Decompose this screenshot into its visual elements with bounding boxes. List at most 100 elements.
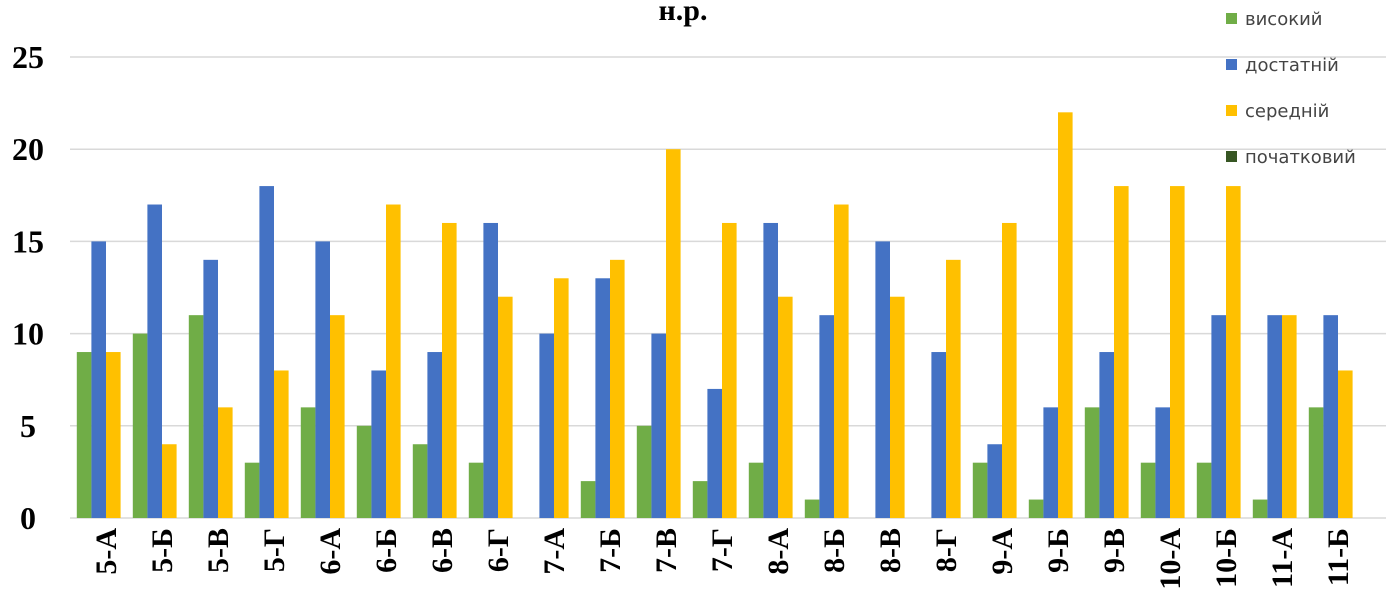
bar-достатній-8-В [875, 241, 890, 518]
bar-середній-8-Г [946, 259, 961, 518]
x-tick-label: 11-Б [1322, 528, 1355, 586]
bar-достатній-10-А [1155, 407, 1170, 518]
x-axis-ticks: 5-А 5-Б 5-В 5-Г 6-А 6-Б 6-В 6-Г 7-А 7-Б 7-В 7-Г 8-А 8… [90, 528, 1355, 590]
x-tick-label: 5-Г [258, 528, 291, 572]
bar-високий-7-Б [580, 481, 596, 518]
legend-swatch [1226, 105, 1237, 116]
bar-високий-6-А [300, 407, 316, 518]
x-tick-label: 8-А [762, 528, 795, 575]
x-tick-label: 10-А [1154, 528, 1187, 590]
bar-високий-8-Б [804, 499, 820, 518]
x-tick-label: 6-Б [370, 528, 403, 573]
bar-високий-6-В [412, 444, 428, 518]
legend-label: високий [1245, 9, 1322, 30]
bar-середній-7-В [666, 149, 681, 518]
bar-високий-9-А [972, 462, 988, 518]
chart-title: н.р. [659, 0, 708, 27]
bar-високий-5-Г [244, 462, 260, 518]
x-tick-label: 7-А [538, 528, 571, 575]
legend-label: середній [1245, 101, 1329, 122]
bar-середній-7-А [554, 278, 569, 518]
bar-середній-8-Б [834, 204, 849, 518]
bar-високий-7-В [636, 425, 652, 518]
bar-достатній-9-Б [1043, 407, 1058, 518]
y-tick-label: 5 [20, 408, 36, 444]
bar-середній-5-Г [274, 370, 289, 518]
x-tick-label: 8-Г [930, 528, 963, 572]
bar-середній-7-Б [610, 259, 625, 518]
bar-достатній-5-Г [259, 186, 274, 518]
bar-високий-11-А [1252, 499, 1268, 518]
bar-середній-9-А [1002, 222, 1017, 518]
bar-середній-8-А [778, 296, 793, 518]
bar-високий-8-А [748, 462, 764, 518]
bar-середній-11-Б [1338, 370, 1353, 518]
bar-середній-8-В [890, 296, 905, 518]
bar-достатній-7-Г [707, 388, 722, 518]
bar-достатній-8-А [763, 222, 778, 518]
legend-swatch [1226, 151, 1237, 162]
y-tick-label: 15 [12, 223, 44, 259]
x-tick-label: 8-Б [818, 528, 851, 573]
x-tick-label: 11-А [1266, 528, 1299, 588]
bar-середній-7-Г [722, 222, 737, 518]
y-tick-label: 10 [12, 316, 44, 352]
x-tick-label: 5-В [202, 528, 235, 573]
x-tick-label: 6-В [426, 528, 459, 573]
bar-високий-9-В [1084, 407, 1100, 518]
bar-середній-5-А [106, 352, 121, 518]
bar-високий-11-Б [1308, 407, 1324, 518]
legend: високий достатній середній початковий [1226, 9, 1356, 168]
bar-середній-10-А [1170, 186, 1185, 518]
bar-достатній-9-А [987, 444, 1002, 518]
bar-достатній-7-Б [595, 278, 610, 518]
bar-достатній-8-Г [931, 352, 946, 518]
bar-достатній-11-Б [1323, 315, 1338, 518]
bar-достатній-7-А [539, 333, 554, 518]
y-tick-label: 20 [12, 131, 44, 167]
bar-середній-6-Б [386, 204, 401, 518]
bar-високий-6-Г [468, 462, 484, 518]
bar-достатній-8-Б [819, 315, 834, 518]
x-tick-label: 5-А [90, 528, 123, 575]
bar-достатній-6-А [315, 241, 330, 518]
x-tick-label: 5-Б [146, 528, 179, 573]
bar-достатній-9-В [1099, 352, 1114, 518]
bar-високий-9-Б [1028, 499, 1044, 518]
bar-середній-10-Б [1226, 186, 1241, 518]
bar-достатній-5-В [203, 259, 218, 518]
bar-високий-6-Б [356, 425, 372, 518]
x-tick-label: 7-В [650, 528, 683, 573]
bar-достатній-5-А [91, 241, 106, 518]
bar-середній-6-В [442, 222, 457, 518]
bar-середній-5-В [218, 407, 233, 518]
y-tick-label: 0 [20, 500, 36, 536]
x-tick-label: 9-Б [1042, 528, 1075, 573]
bar-достатній-5-Б [147, 204, 162, 518]
x-tick-label: 9-А [986, 528, 1019, 575]
y-tick-label: 25 [12, 39, 44, 75]
bar-середній-9-В [1114, 186, 1129, 518]
x-tick-label: 8-В [874, 528, 907, 573]
bars [76, 112, 1353, 518]
legend-swatch [1226, 13, 1237, 24]
bar-середній-9-Б [1058, 112, 1073, 518]
bar-високий-10-Б [1196, 462, 1212, 518]
x-tick-label: 9-В [1098, 528, 1131, 573]
x-tick-label: 6-Г [482, 528, 515, 572]
legend-label: початковий [1245, 147, 1356, 168]
x-tick-label: 7-Б [594, 528, 627, 573]
bar-високий-5-А [76, 352, 92, 518]
bar-середній-6-А [330, 315, 345, 518]
legend-swatch [1226, 59, 1237, 70]
bar-високий-7-Г [692, 481, 708, 518]
bar-середній-5-Б [162, 444, 177, 518]
bar-середній-6-Г [498, 296, 513, 518]
x-tick-label: 6-А [314, 528, 347, 575]
bar-високий-10-А [1140, 462, 1156, 518]
bar-достатній-6-Б [371, 370, 386, 518]
bar-достатній-10-Б [1211, 315, 1226, 518]
x-tick-label: 10-Б [1210, 528, 1243, 588]
x-tick-label: 7-Г [706, 528, 739, 572]
